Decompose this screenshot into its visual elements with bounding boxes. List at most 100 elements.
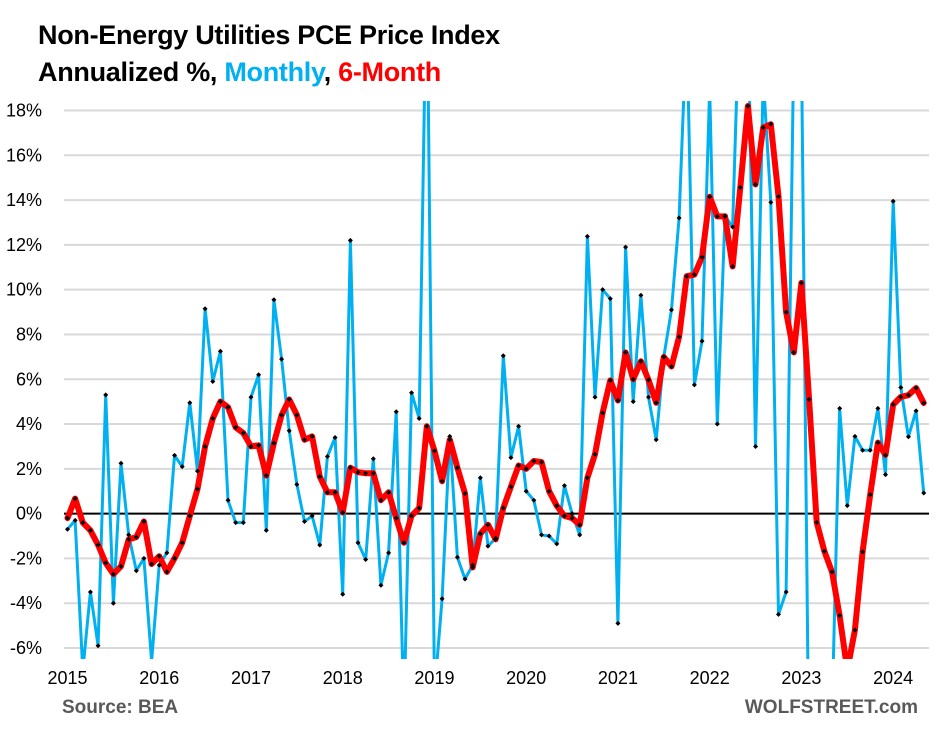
data-point-6-month <box>393 515 399 521</box>
data-point-monthly <box>623 244 629 250</box>
data-point-monthly <box>867 447 873 453</box>
data-point-6-month <box>554 503 560 509</box>
data-point-monthly <box>141 555 147 561</box>
data-point-monthly <box>355 540 361 546</box>
data-point-6-month <box>730 263 736 269</box>
x-tick-label: 2023 <box>781 668 821 688</box>
data-point-monthly <box>416 415 422 421</box>
credit-label: WOLFSTREET.com <box>744 697 918 718</box>
data-point-6-month <box>370 470 376 476</box>
data-point-6-month <box>485 522 491 528</box>
data-point-monthly <box>485 543 491 549</box>
data-point-monthly <box>347 237 353 243</box>
data-point-monthly <box>118 460 124 466</box>
y-tick-label: -4% <box>10 593 42 613</box>
data-point-6-month <box>676 334 682 340</box>
data-point-monthly <box>309 513 315 519</box>
y-axis-labels: -6% -4% -2% 0% 2% 4% 6% 8% 10% 12% 14% 16% 18% <box>6 101 42 659</box>
data-point-6-month <box>324 489 330 495</box>
data-point-6-month <box>615 398 621 404</box>
data-point-monthly <box>340 591 346 597</box>
data-point-monthly <box>172 452 178 458</box>
data-point-6-month <box>890 402 896 408</box>
x-tick-label: 2018 <box>323 668 363 688</box>
x-tick-label: 2017 <box>231 668 271 688</box>
data-point-monthly <box>516 423 522 429</box>
data-point-6-month <box>80 520 86 526</box>
y-tick-label: 6% <box>16 369 42 389</box>
data-point-monthly <box>217 348 223 354</box>
data-point-monthly <box>164 550 170 556</box>
data-point-6-month <box>294 412 300 418</box>
data-point-6-month <box>72 496 78 502</box>
data-point-monthly <box>653 437 659 443</box>
y-tick-label: 12% <box>6 235 42 255</box>
data-point-6-month <box>194 486 200 492</box>
data-point-6-month <box>110 571 116 577</box>
x-axis-labels: 2015 2016 2017 2018 2019 2020 2021 2022 2023 2024 <box>47 668 913 688</box>
data-point-monthly <box>531 497 537 503</box>
data-point-6-month <box>386 489 392 495</box>
data-point-6-month <box>791 349 797 355</box>
data-point-6-month <box>233 424 239 430</box>
data-point-6-month <box>569 515 575 521</box>
data-point-monthly <box>913 408 919 414</box>
data-point-monthly <box>156 562 162 568</box>
data-point-6-month <box>286 396 292 402</box>
data-point-6-month <box>363 470 369 476</box>
data-point-6-month <box>493 536 499 542</box>
data-point-6-month <box>164 569 170 575</box>
data-point-6-month <box>875 440 881 446</box>
data-point-monthly <box>447 433 453 439</box>
data-point-monthly <box>761 74 766 79</box>
data-point-monthly <box>783 589 789 595</box>
data-point-6-month <box>561 513 567 519</box>
x-tick-label: 2016 <box>139 668 179 688</box>
data-point-6-month <box>798 280 804 286</box>
x-tick-label: 2015 <box>47 668 87 688</box>
data-point-6-month <box>516 462 522 468</box>
data-point-monthly <box>538 532 544 538</box>
data-point-monthly <box>126 532 132 538</box>
chart-title: Non-Energy Utilities PCE Price Index <box>38 20 500 50</box>
data-point-monthly <box>301 518 307 524</box>
data-point-6-month <box>737 185 743 191</box>
data-point-monthly <box>225 497 231 503</box>
data-point-monthly <box>630 399 636 405</box>
data-point-6-month <box>584 475 590 481</box>
data-point-monthly <box>286 428 292 434</box>
data-point-monthly <box>317 542 323 548</box>
data-point-monthly <box>844 503 850 509</box>
data-point-monthly <box>210 378 216 384</box>
y-tick-label: 0% <box>16 504 42 524</box>
data-point-monthly <box>883 472 889 478</box>
data-point-monthly <box>87 589 93 595</box>
data-point-6-month <box>271 440 277 446</box>
data-point-monthly <box>393 409 399 415</box>
data-point-monthly <box>271 297 277 303</box>
data-point-6-month <box>538 459 544 465</box>
data-point-monthly <box>439 596 445 602</box>
data-point-monthly <box>592 394 598 400</box>
data-point-6-month <box>684 273 690 279</box>
data-point-monthly <box>905 434 911 440</box>
data-point-6-month <box>95 542 101 548</box>
y-tick-label: -6% <box>10 638 42 658</box>
y-tick-label: 14% <box>6 190 42 210</box>
data-point-6-month <box>699 254 705 260</box>
x-tick-label: 2024 <box>873 668 913 688</box>
data-point-monthly <box>133 568 139 574</box>
data-point-monthly <box>890 198 896 204</box>
data-point-6-month <box>898 394 904 400</box>
data-point-monthly <box>852 433 858 439</box>
data-point-monthly <box>279 356 285 362</box>
y-tick-label: -2% <box>10 548 42 568</box>
data-point-6-month <box>913 385 919 391</box>
data-point-monthly <box>860 447 866 453</box>
data-point-monthly <box>799 41 804 46</box>
data-point-6-month <box>653 400 659 406</box>
data-point-6-month <box>332 489 338 495</box>
data-point-monthly <box>646 394 652 400</box>
data-point-6-month <box>340 510 346 516</box>
data-point-monthly <box>103 392 109 398</box>
